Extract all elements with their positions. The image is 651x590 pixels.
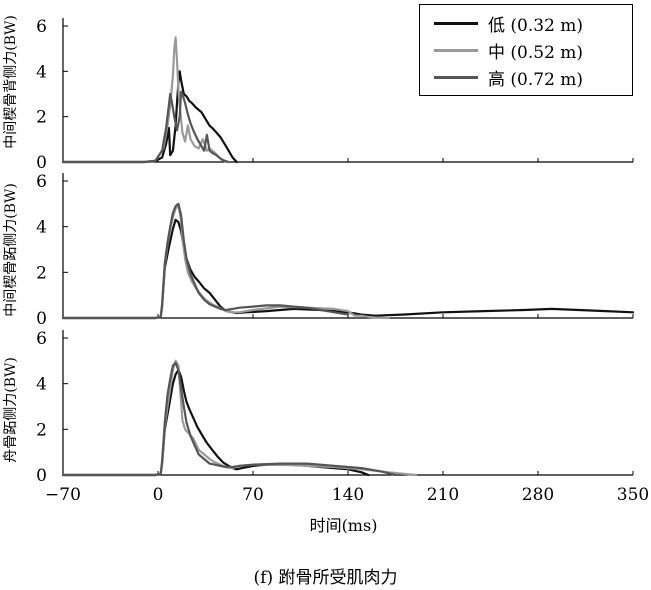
bottom-y-tick-label: 6 bbox=[36, 329, 47, 349]
legend-swatch-low bbox=[434, 21, 478, 25]
x-axis-label: 时间(ms) bbox=[309, 516, 378, 535]
x-tick-label: 350 bbox=[617, 485, 649, 505]
figure-caption: (f) 跗骨所受肌肉力 bbox=[253, 568, 398, 588]
legend-swatch-mid bbox=[434, 48, 478, 52]
x-tick-label: −70 bbox=[45, 485, 81, 505]
top-y-tick-label: 4 bbox=[36, 62, 47, 82]
top-panel-ylabel-text: 中间楔骨背侧力(BW) bbox=[3, 15, 19, 149]
legend-swatch-high bbox=[434, 75, 478, 79]
bottom-series-high-line bbox=[61, 362, 397, 477]
legend-item-high: 高 (0.72 m) bbox=[434, 66, 584, 90]
bottom-series-low-line bbox=[61, 368, 370, 477]
middle-panel-ylabel: 中间楔骨跖侧力(BW) bbox=[0, 170, 20, 330]
middle-series-high-line bbox=[61, 202, 350, 320]
legend: 低 (0.32 m) 中 (0.52 m) 高 (0.72 m) bbox=[419, 4, 633, 96]
legend-label-low: 低 (0.32 m) bbox=[488, 15, 584, 36]
top-y-tick-label: 2 bbox=[36, 108, 47, 128]
top-series-low-line bbox=[61, 70, 238, 164]
bottom-panel-ylabel-text: 舟骨跖侧力(BW) bbox=[3, 357, 19, 463]
x-tick-label: 280 bbox=[522, 485, 554, 505]
bottom-series-mid-line bbox=[61, 359, 417, 477]
middle-y-tick-label: 0 bbox=[36, 309, 47, 329]
top-series-high-line bbox=[61, 90, 230, 164]
x-tick-label: 140 bbox=[332, 485, 364, 505]
middle-series-low-line bbox=[61, 218, 635, 320]
top-series-mid-line bbox=[61, 36, 227, 164]
middle-y-tick-label: 4 bbox=[36, 218, 47, 238]
middle-y-tick-label: 6 bbox=[36, 172, 47, 192]
top-y-tick-label: 0 bbox=[36, 153, 47, 173]
x-tick-label: 70 bbox=[242, 485, 264, 505]
x-tick-label: 0 bbox=[153, 485, 164, 505]
legend-label-high: 高 (0.72 m) bbox=[488, 69, 584, 90]
top-y-tick-label: 6 bbox=[36, 17, 47, 37]
legend-item-mid: 中 (0.52 m) bbox=[434, 39, 584, 63]
bottom-y-tick-label: 0 bbox=[36, 466, 47, 486]
bottom-y-tick-label: 2 bbox=[36, 420, 47, 440]
top-panel-ylabel: 中间楔骨背侧力(BW) bbox=[0, 2, 20, 162]
x-tick-label: 210 bbox=[427, 485, 459, 505]
legend-label-mid: 中 (0.52 m) bbox=[488, 42, 584, 63]
bottom-y-tick-label: 4 bbox=[36, 375, 47, 395]
middle-panel-ylabel-text: 中间楔骨跖侧力(BW) bbox=[3, 183, 19, 317]
middle-y-tick-label: 2 bbox=[36, 263, 47, 283]
middle-series-mid-line bbox=[61, 205, 390, 320]
bottom-panel-ylabel: 舟骨跖侧力(BW) bbox=[0, 335, 20, 485]
legend-item-low: 低 (0.32 m) bbox=[434, 12, 584, 36]
